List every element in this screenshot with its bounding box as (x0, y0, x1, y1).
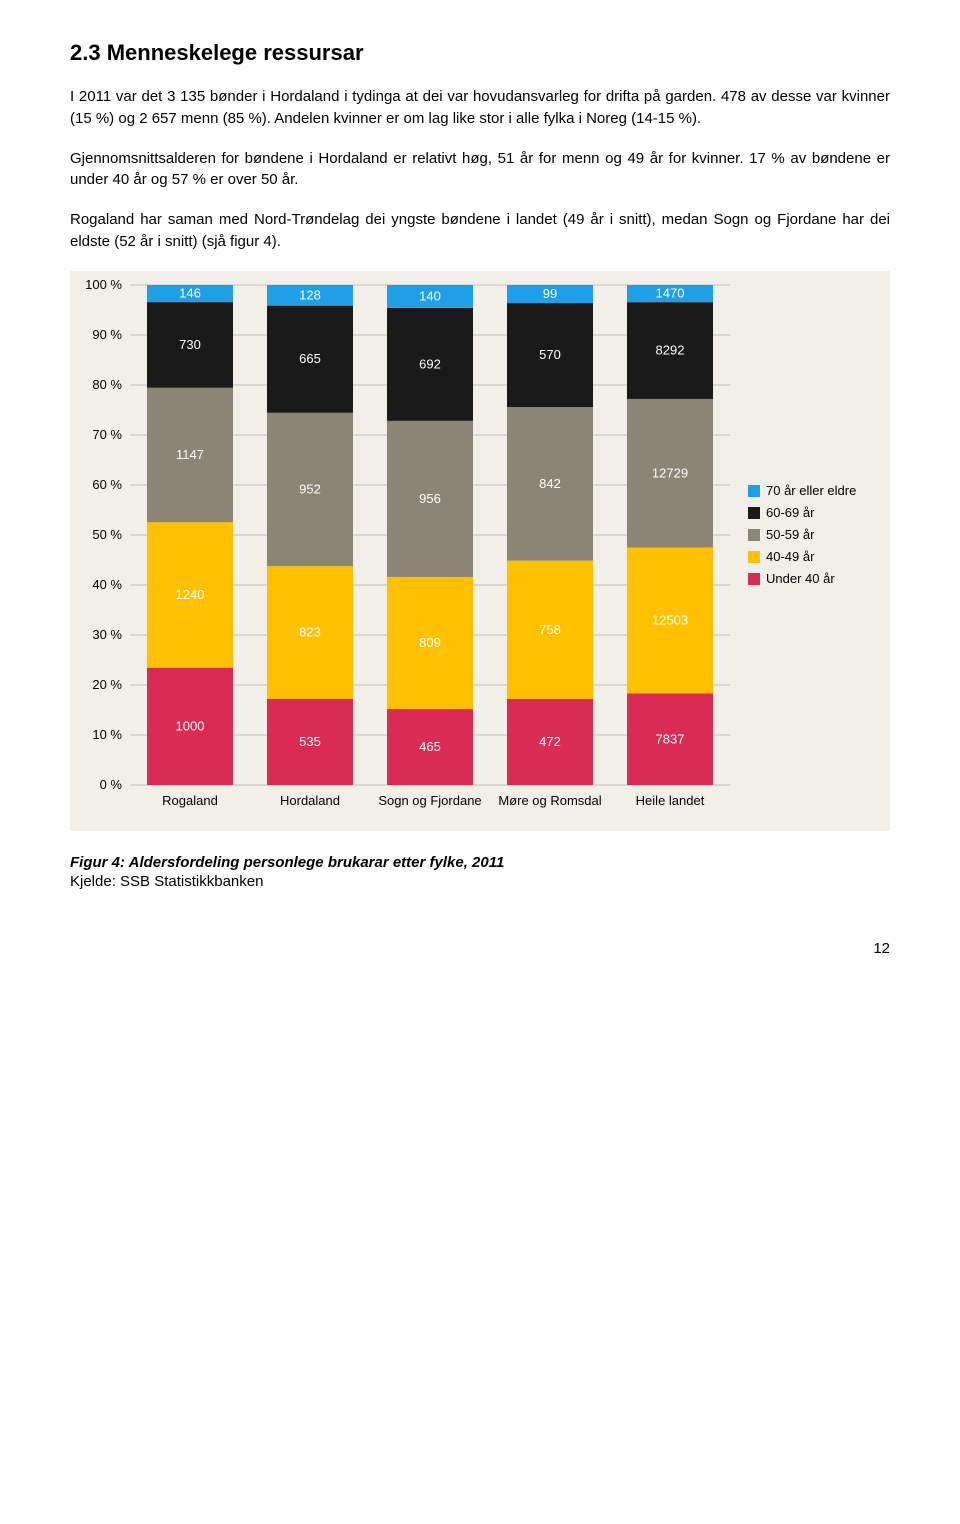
svg-text:Heile landet: Heile landet (636, 793, 705, 808)
paragraph: Gjennomsnittsalderen for bøndene i Horda… (70, 148, 890, 192)
svg-text:20 %: 20 % (92, 677, 122, 692)
svg-text:30 %: 30 % (92, 627, 122, 642)
svg-text:12729: 12729 (652, 465, 688, 480)
svg-text:1000: 1000 (176, 718, 205, 733)
svg-text:535: 535 (299, 733, 321, 748)
figure-source: Kjelde: SSB Statistikkbanken (70, 873, 890, 890)
svg-text:730: 730 (179, 336, 201, 351)
svg-text:692: 692 (419, 356, 441, 371)
svg-text:90 %: 90 % (92, 327, 122, 342)
svg-text:Hordaland: Hordaland (280, 793, 340, 808)
svg-text:1240: 1240 (176, 586, 205, 601)
svg-text:40-49 år: 40-49 år (766, 549, 815, 564)
svg-text:40 %: 40 % (92, 577, 122, 592)
svg-text:465: 465 (419, 739, 441, 754)
svg-text:472: 472 (539, 733, 561, 748)
svg-text:146: 146 (179, 285, 201, 300)
svg-text:809: 809 (419, 635, 441, 650)
svg-text:Under 40 år: Under 40 år (766, 571, 835, 586)
svg-text:80 %: 80 % (92, 377, 122, 392)
paragraph: Rogaland har saman med Nord-Trøndelag de… (70, 209, 890, 253)
svg-text:842: 842 (539, 475, 561, 490)
svg-text:Sogn og Fjordane: Sogn og Fjordane (378, 793, 481, 808)
section-heading: 2.3 Menneskelege ressursar (70, 40, 890, 66)
svg-text:570: 570 (539, 347, 561, 362)
svg-text:7837: 7837 (656, 731, 685, 746)
page-number: 12 (70, 940, 890, 957)
svg-text:99: 99 (543, 286, 557, 301)
svg-text:100 %: 100 % (85, 277, 122, 292)
svg-text:128: 128 (299, 287, 321, 302)
svg-text:60 %: 60 % (92, 477, 122, 492)
svg-text:50-59 år: 50-59 år (766, 527, 815, 542)
svg-text:665: 665 (299, 351, 321, 366)
svg-text:70 %: 70 % (92, 427, 122, 442)
svg-text:952: 952 (299, 481, 321, 496)
svg-text:10 %: 10 % (92, 727, 122, 742)
svg-text:60-69 år: 60-69 år (766, 505, 815, 520)
svg-text:758: 758 (539, 621, 561, 636)
figure-caption: Figur 4: Aldersfordeling personlege bruk… (70, 854, 890, 871)
age-distribution-chart: 0 % 10 % 20 % 30 % 40 % 50 % 60 % 70 % 80 % 90 % 1… (70, 271, 890, 836)
svg-text:50 %: 50 % (92, 527, 122, 542)
svg-text:140: 140 (419, 288, 441, 303)
svg-text:823: 823 (299, 624, 321, 639)
svg-text:Rogaland: Rogaland (162, 793, 218, 808)
svg-text:12503: 12503 (652, 612, 688, 627)
svg-text:1470: 1470 (656, 285, 685, 300)
svg-text:8292: 8292 (656, 342, 685, 357)
svg-text:70 år eller eldre: 70 år eller eldre (766, 483, 856, 498)
svg-text:956: 956 (419, 490, 441, 505)
svg-text:0 %: 0 % (100, 777, 123, 792)
svg-text:Møre og Romsdal: Møre og Romsdal (498, 793, 601, 808)
paragraph: I 2011 var det 3 135 bønder i Hordaland … (70, 86, 890, 130)
svg-text:1147: 1147 (176, 447, 204, 462)
